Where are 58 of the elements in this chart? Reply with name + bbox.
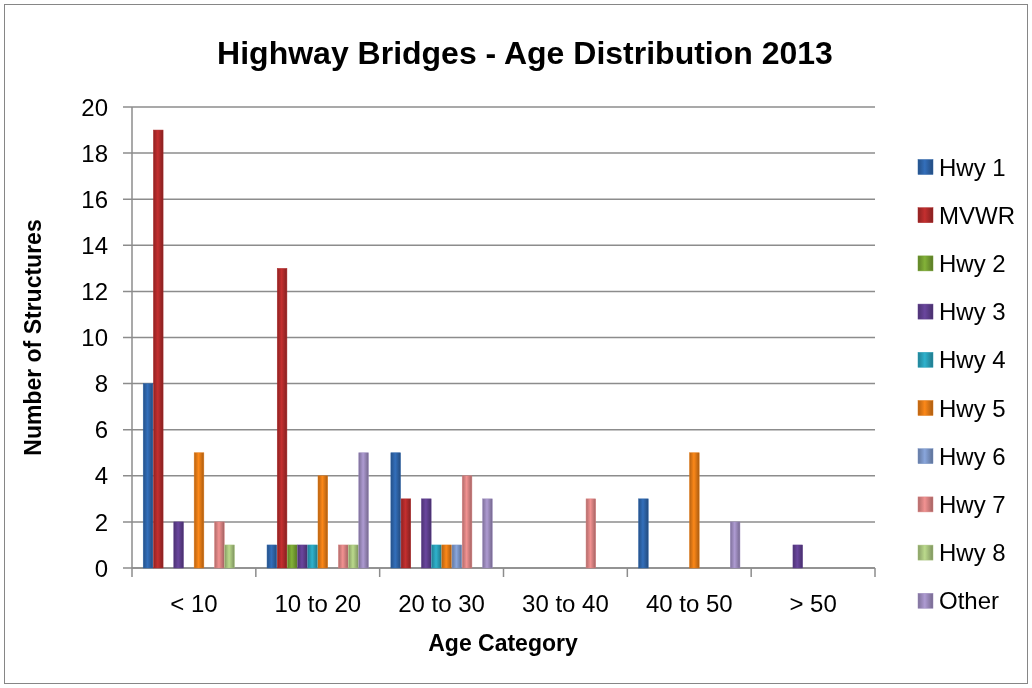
bar: [421, 498, 432, 569]
legend-label: Hwy 5: [939, 394, 1006, 422]
bar: [400, 498, 411, 569]
bar: [792, 544, 803, 569]
y-tick-label: 16: [81, 185, 108, 213]
bar: [142, 383, 154, 569]
y-tick-label: 0: [94, 554, 108, 582]
bar: [297, 544, 308, 569]
y-tick-label: 6: [94, 416, 108, 444]
x-tick-label: 10 to 20: [274, 590, 362, 617]
chart-title: Highway Bridges - Age Distribution 2013: [217, 35, 833, 71]
legend-label: Hwy 7: [939, 491, 1006, 519]
bar: [173, 521, 184, 569]
bar: [338, 544, 349, 569]
legend-label: Hwy 3: [939, 298, 1006, 326]
legend-label: Hwy 2: [939, 250, 1006, 278]
bar: [638, 498, 649, 569]
bar: [307, 544, 318, 569]
y-tick-label: 12: [81, 278, 108, 306]
legend-label: Hwy 4: [939, 346, 1006, 374]
bar: [689, 452, 700, 569]
bar: [482, 498, 493, 569]
bar: [276, 268, 288, 569]
bar: [451, 544, 462, 569]
bar: [266, 544, 277, 569]
bar: [348, 544, 359, 569]
bar: [461, 475, 473, 569]
bar: [441, 544, 452, 569]
y-tick-label: 20: [81, 93, 108, 121]
y-tick-label: 8: [94, 370, 108, 398]
bar: [358, 452, 369, 569]
legend-label: Hwy 6: [939, 442, 1006, 470]
bar: [585, 498, 596, 569]
bar: [390, 452, 401, 569]
y-tick-label: 14: [81, 231, 108, 259]
legend-label: MVWR: [939, 201, 1015, 229]
y-tick-label: 2: [94, 508, 108, 536]
y-tick-label: 18: [81, 139, 108, 167]
x-tick-label: 40 to 50: [645, 590, 733, 617]
bar: [214, 521, 225, 569]
x-tick-label: 20 to 30: [398, 590, 485, 617]
x-tick-label: > 50: [789, 590, 837, 617]
bar: [153, 129, 164, 569]
legend-label: Hwy 1: [939, 153, 1006, 181]
legend-label: Hwy 8: [939, 539, 1006, 567]
y-axis-title: Number of Structures: [20, 219, 46, 456]
bar: [730, 521, 741, 569]
legend-label: Other: [939, 587, 1000, 615]
bar: [193, 452, 205, 569]
y-tick-label: 4: [94, 462, 108, 490]
bar: [287, 544, 298, 569]
bar: [317, 475, 328, 569]
y-tick-label: 10: [81, 324, 108, 352]
bar: [431, 544, 442, 569]
bar: [224, 544, 235, 569]
x-tick-label: 30 to 40: [522, 590, 609, 617]
x-axis-title: Age Category: [428, 630, 578, 656]
x-tick-label: < 10: [170, 590, 218, 617]
